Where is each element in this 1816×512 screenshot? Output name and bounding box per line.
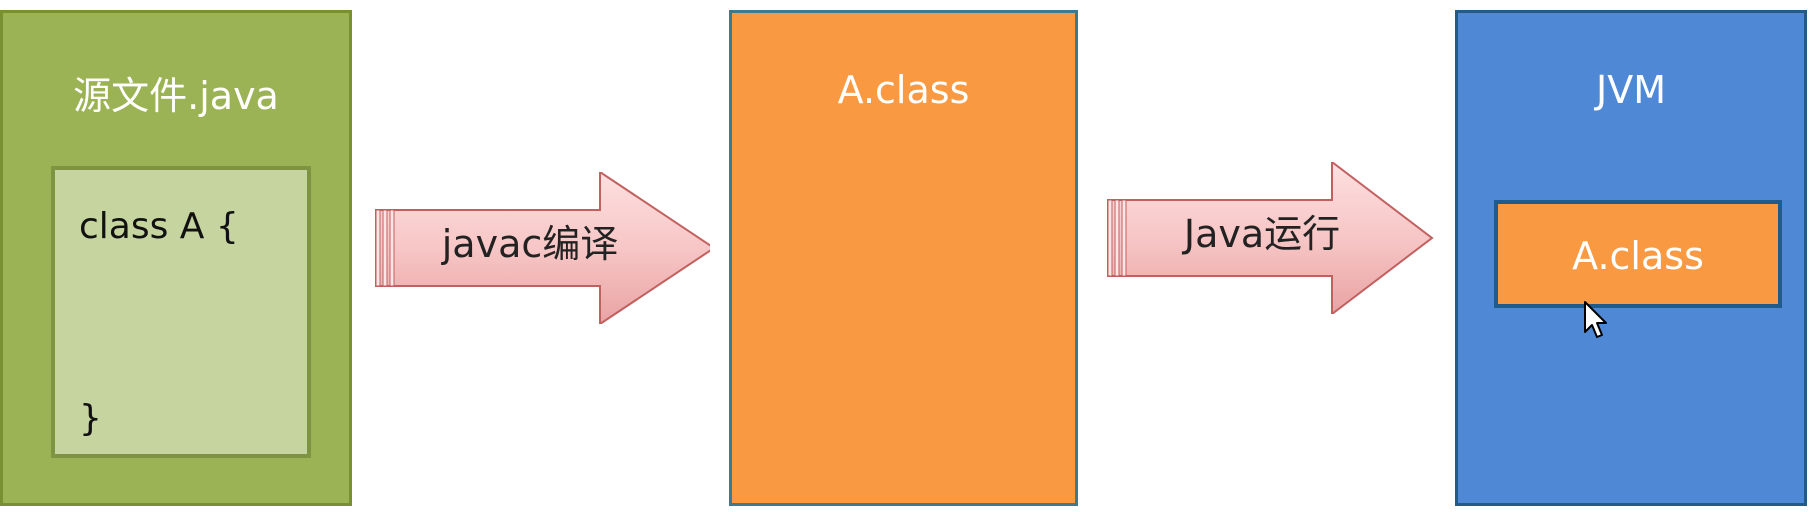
run-arrow: Java运行 <box>1102 159 1442 317</box>
source-file-box: 源文件.java class A { } <box>0 10 352 506</box>
code-line-open: class A { <box>79 206 239 247</box>
code-line-close: } <box>79 398 102 439</box>
jvm-loaded-class-label: A.class <box>1572 234 1704 278</box>
jvm-loaded-class-box: A.class <box>1494 200 1782 308</box>
run-arrow-label: Java运行 <box>1183 212 1341 256</box>
jvm-title: JVM <box>1596 68 1666 112</box>
source-file-title: 源文件.java <box>73 74 279 118</box>
class-file-box: A.class <box>729 10 1078 506</box>
class-file-title: A.class <box>837 68 970 112</box>
code-panel: class A { } <box>51 166 311 458</box>
mouse-pointer-icon <box>1583 300 1609 340</box>
run-arrow-shape <box>1107 159 1434 317</box>
compile-arrow: javac编译 <box>370 170 716 326</box>
compile-arrow-label: javac编译 <box>441 222 619 266</box>
jvm-box: JVM A.class <box>1455 10 1807 506</box>
compile-arrow-shape <box>375 170 716 326</box>
